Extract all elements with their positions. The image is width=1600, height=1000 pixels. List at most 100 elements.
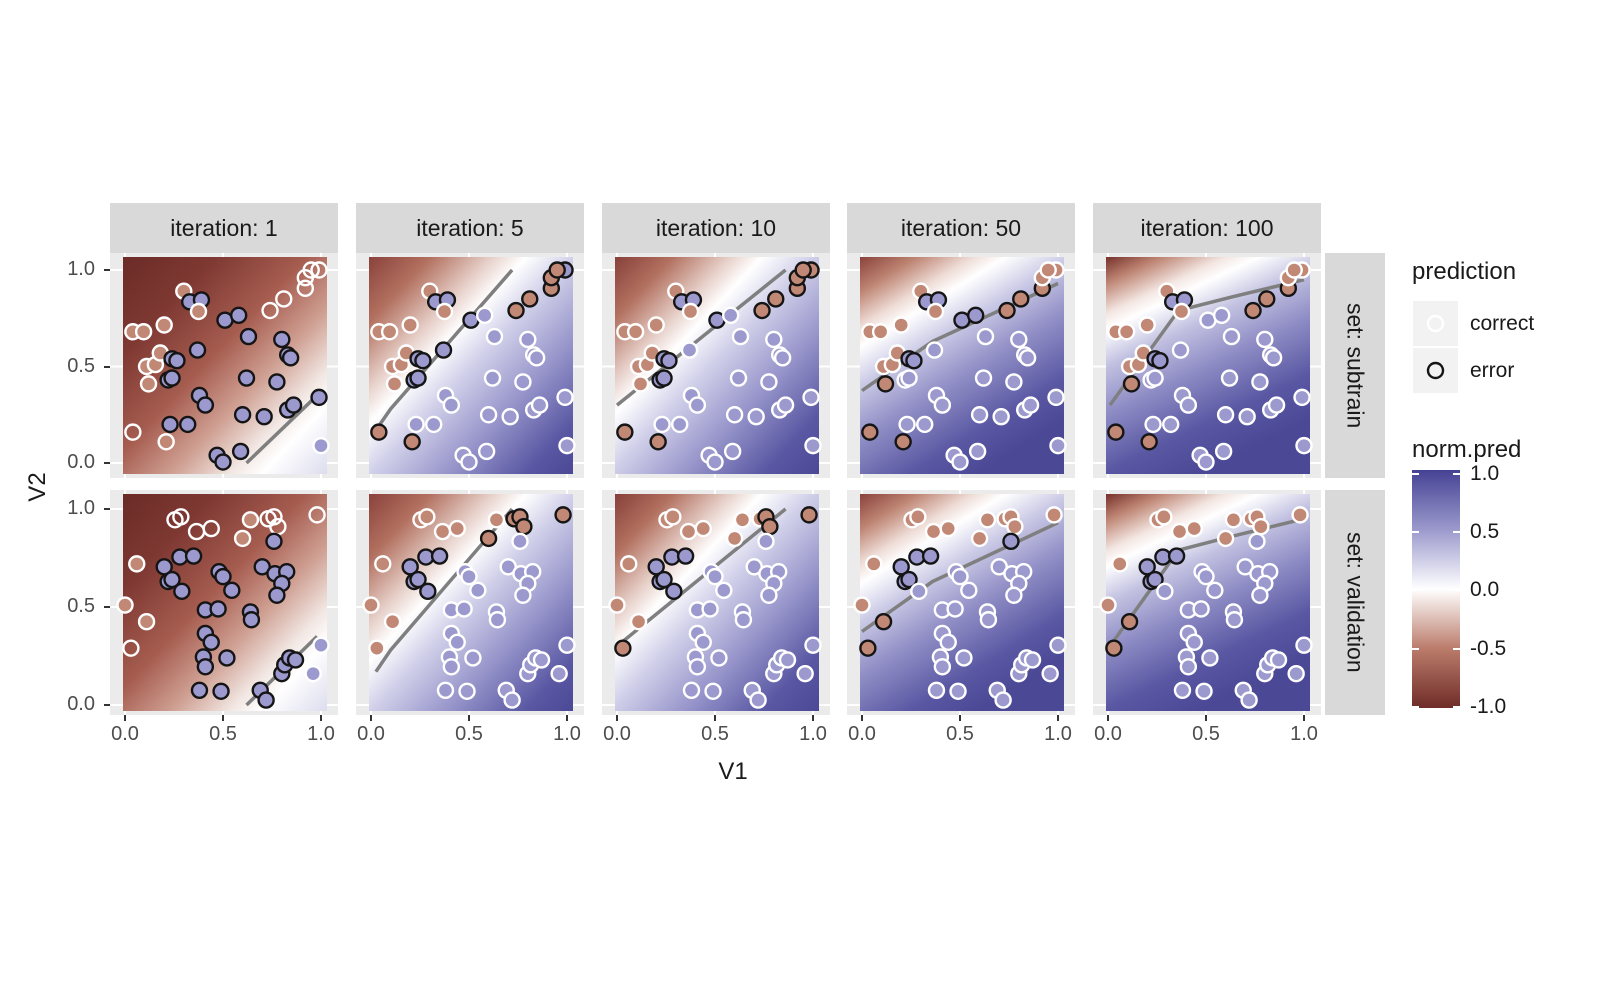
colorbar-tick-mark [1453,589,1460,591]
data-point-validation-45 [1023,651,1042,669]
data-point-subtrain-18 [1122,375,1141,393]
data-point-validation-32 [122,639,140,657]
norm-pred-colorbar [1412,470,1460,708]
data-point-validation-29 [979,611,998,629]
y-axis-title: V2 [24,472,51,502]
data-point-subtrain-23 [414,352,432,370]
facet-strip-iteration-1: iteration: 1 [110,203,338,253]
facet-strip-set-subtrain: set: subtrain [1325,253,1385,478]
data-point-subtrain-2 [653,415,671,434]
panel-subtrain-iteration-50 [847,253,1075,478]
colorbar-tick-label: 0.5 [1470,520,1500,543]
data-point-validation-9 [1045,506,1063,524]
data-point-subtrain-1 [1140,433,1158,451]
y-tick-label: 0.0 [67,693,95,715]
prediction-surface [860,494,1064,711]
data-point-subtrain-39 [1012,290,1030,308]
data-point-subtrain-44 [804,436,822,455]
data-point-validation-38 [927,681,946,700]
data-point-validation-34 [694,633,712,651]
data-point-validation-17 [419,582,437,601]
data-point-validation-9 [308,506,326,524]
data-point-subtrain-2 [898,415,916,434]
data-point-validation-47 [1041,664,1059,683]
data-point-validation-3 [1185,519,1203,538]
data-point-subtrain-1 [649,433,667,451]
data-point-subtrain-7 [725,406,744,424]
data-point-validation-38 [682,681,701,700]
data-point-validation-2 [924,522,943,541]
data-point-validation-30 [1099,596,1117,614]
data-point-validation-1 [909,508,927,526]
data-point-validation-11 [620,555,638,573]
data-point-subtrain-17 [409,369,427,387]
data-point-subtrain-35 [1256,330,1274,349]
data-point-validation-16 [900,570,918,589]
data-point-validation-17 [1156,582,1174,601]
data-point-subtrain-8 [1238,407,1256,426]
colorbar-tick-label: 1.0 [1470,462,1500,485]
data-point-validation-20 [469,581,487,600]
panel-validation-iteration-10 [602,490,830,715]
y-tick-mark [104,606,110,608]
data-point-validation-25 [760,586,778,604]
data-point-subtrain-0 [124,423,142,441]
data-point-validation-4 [233,529,252,548]
data-point-subtrain-6 [723,442,742,461]
panel-subtrain-iteration-1 [110,253,338,478]
data-point-validation-14 [430,547,449,565]
data-point-subtrain-14 [974,369,993,387]
data-point-validation-47 [796,664,814,683]
data-point-subtrain-38 [1244,301,1262,320]
colorbar-tick-mark [1412,531,1419,533]
facet-strip-set-validation: set: validation [1325,490,1385,715]
data-point-validation-16 [655,570,673,589]
y-tick-label: 0.5 [67,354,95,377]
data-point-validation-20 [1206,581,1224,600]
data-point-validation-27 [455,600,473,618]
data-point-subtrain-27 [647,316,665,334]
data-point-subtrain-13 [1179,396,1198,414]
data-point-validation-27 [209,600,227,618]
data-point-subtrain-11 [1047,388,1065,407]
data-point-validation-41 [257,691,275,709]
data-point-subtrain-18 [876,375,895,393]
data-point-subtrain-6 [231,442,250,461]
prediction-legend-title: prediction [1412,258,1517,285]
data-point-validation-9 [1291,506,1309,524]
data-point-validation-45 [1269,651,1288,669]
data-point-subtrain-24 [680,341,699,359]
data-point-validation-25 [1251,586,1269,604]
data-point-subtrain-0 [1107,423,1125,441]
data-point-validation-11 [1111,555,1129,573]
x-tick-label: 0.5 [455,723,483,745]
colorbar-tick-mark [1453,648,1460,650]
colorbar-tick-mark [1453,706,1460,708]
data-point-subtrain-7 [970,406,989,424]
y-tick-label: 0.5 [67,595,95,617]
data-point-validation-37 [955,649,973,667]
data-point-validation-1 [418,508,436,526]
data-point-validation-46 [1049,636,1067,654]
data-point-subtrain-14 [729,369,748,387]
colorbar-tick-label: -0.5 [1470,637,1507,660]
data-point-validation-20 [960,581,978,600]
data-point-validation-45 [286,651,305,669]
data-point-validation-36 [933,658,952,676]
data-point-validation-27 [946,600,964,618]
data-point-validation-37 [710,649,728,667]
data-point-subtrain-43 [302,261,320,279]
x-tick-label: 0.0 [111,723,139,745]
data-point-subtrain-33 [721,306,740,325]
data-point-validation-30 [116,596,134,614]
y-tick-label: 1.0 [67,497,95,519]
colorbar-tick-label: 0.0 [1470,578,1500,601]
data-point-subtrain-33 [1212,306,1231,325]
data-point-validation-47 [550,664,568,683]
colorbar-tick-mark [1453,473,1460,475]
x-tick-mark [370,715,372,721]
data-point-validation-14 [184,547,203,565]
data-point-subtrain-33 [966,306,985,325]
y-tick-mark [104,508,110,510]
